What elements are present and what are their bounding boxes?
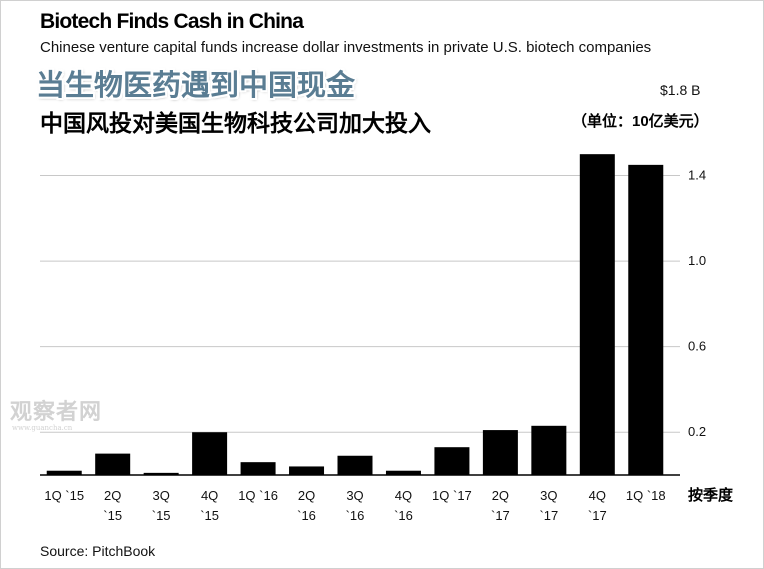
watermark-text: 观察者网 bbox=[10, 399, 103, 425]
bar-8 bbox=[434, 447, 470, 475]
y-tick-labels: 0.2 0.6 1.0 1.4 bbox=[688, 168, 706, 440]
bar-11 bbox=[579, 154, 615, 475]
bar-4 bbox=[240, 462, 276, 475]
bar-3 bbox=[192, 432, 228, 475]
x-tick-label-0-0: 1Q `15 bbox=[44, 488, 84, 503]
watermark-url: www.guancha.cn bbox=[12, 424, 73, 432]
watermark-logo: 观察者网 www.guancha.cn bbox=[10, 394, 102, 432]
x-tick-label-11-0: 4Q bbox=[589, 488, 606, 503]
y-tick-label-2: 1.0 bbox=[688, 253, 706, 268]
source-note: Source: PitchBook bbox=[40, 543, 156, 559]
x-tick-labels: 1Q `15 2Q `15 3Q `15 4Q `15 1Q `16 2Q `16 3Q `16 4Q `… bbox=[44, 488, 665, 523]
bar-7 bbox=[385, 470, 421, 475]
x-tick-label-1-1: `15 bbox=[103, 508, 122, 523]
x-tick-label-5-0: 2Q bbox=[298, 488, 315, 503]
x-tick-label-2-1: `15 bbox=[152, 508, 171, 523]
y-tick-label-1: 0.6 bbox=[688, 339, 706, 354]
x-tick-label-6-1: `16 bbox=[346, 508, 365, 523]
x-tick-label-4-0: 1Q `16 bbox=[238, 488, 278, 503]
y-axis-top-label: $1.8 B bbox=[660, 82, 701, 98]
bar-5 bbox=[289, 466, 325, 475]
chart-title: Biotech Finds Cash in China bbox=[40, 10, 304, 33]
bar-9 bbox=[482, 430, 518, 475]
chart-subtitle: Chinese venture capital funds increase d… bbox=[40, 39, 652, 56]
x-tick-label-10-1: `17 bbox=[539, 508, 558, 523]
bar-10 bbox=[531, 425, 567, 475]
bar-0 bbox=[46, 470, 82, 475]
y-tick-label-3: 1.4 bbox=[688, 168, 706, 183]
x-tick-label-8-0: 1Q `17 bbox=[432, 488, 472, 503]
x-tick-label-10-0: 3Q bbox=[540, 488, 557, 503]
y-tick-label-0: 0.2 bbox=[688, 424, 706, 439]
bar-2 bbox=[143, 472, 179, 475]
x-tick-label-3-0: 4Q bbox=[201, 488, 218, 503]
x-tick-label-3-1: `15 bbox=[200, 508, 219, 523]
bar-1 bbox=[95, 453, 131, 475]
x-tick-label-9-1: `17 bbox=[491, 508, 510, 523]
x-tick-label-12-0: 1Q `18 bbox=[626, 488, 666, 503]
x-tick-label-6-0: 3Q bbox=[346, 488, 363, 503]
unit-label: （单位：10亿美元） bbox=[572, 113, 709, 130]
chinese-title: 当生物医药遇到中国现金 bbox=[36, 70, 356, 102]
x-tick-label-7-0: 4Q bbox=[395, 488, 412, 503]
x-tick-label-9-0: 2Q bbox=[492, 488, 509, 503]
bar-12 bbox=[628, 164, 664, 475]
x-axis-unit-label: 按季度 bbox=[688, 487, 734, 504]
bars bbox=[46, 154, 664, 475]
x-tick-label-5-1: `16 bbox=[297, 508, 316, 523]
chinese-subtitle: 中国风投对美国生物科技公司加大投入 bbox=[40, 110, 431, 136]
x-tick-label-7-1: `16 bbox=[394, 508, 413, 523]
x-tick-label-2-0: 3Q bbox=[152, 488, 169, 503]
x-tick-label-11-1: `17 bbox=[588, 508, 607, 523]
x-tick-label-1-0: 2Q bbox=[104, 488, 121, 503]
bar-6 bbox=[337, 455, 373, 475]
